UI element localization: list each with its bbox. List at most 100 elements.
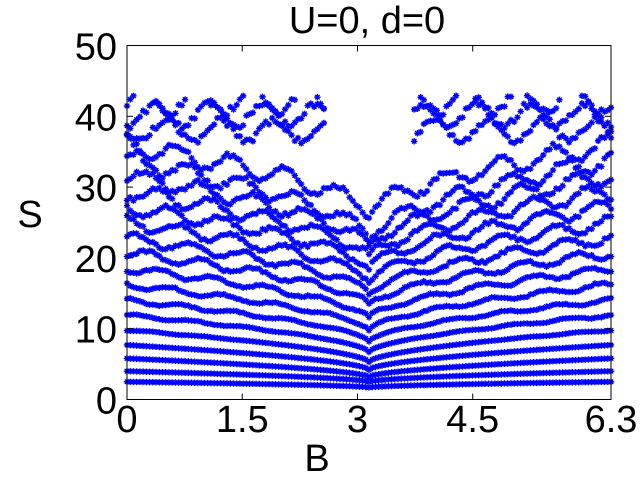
data-point	[520, 379, 528, 387]
data-point	[223, 150, 231, 157]
data-point	[507, 93, 515, 100]
data-point	[143, 368, 150, 375]
data-point	[246, 230, 253, 238]
data-point	[504, 294, 511, 302]
data-point	[556, 221, 563, 229]
data-point	[588, 315, 595, 322]
data-point	[540, 196, 547, 204]
data-point	[401, 238, 408, 245]
data-point	[252, 184, 260, 191]
data-point	[523, 176, 531, 184]
data-point	[304, 102, 311, 109]
data-point	[491, 157, 499, 165]
data-point	[423, 279, 431, 287]
data-point	[143, 328, 150, 335]
data-point	[191, 222, 198, 229]
data-point	[349, 266, 357, 273]
data-point	[349, 341, 357, 349]
data-point	[540, 358, 547, 365]
data-point	[440, 213, 447, 221]
data-point	[565, 112, 573, 119]
data-point	[294, 239, 302, 247]
data-point	[217, 252, 224, 260]
data-point	[246, 324, 253, 331]
data-point	[175, 357, 182, 365]
data-point	[359, 371, 366, 378]
data-point	[220, 348, 227, 355]
data-point	[423, 255, 431, 262]
data-point	[223, 115, 231, 122]
data-point	[352, 342, 360, 349]
data-point	[591, 355, 599, 363]
data-point	[440, 316, 447, 324]
data-point	[168, 195, 176, 202]
data-point	[501, 130, 508, 138]
data-point	[178, 220, 186, 228]
data-point	[156, 244, 163, 252]
data-point	[281, 222, 289, 230]
data-point	[581, 153, 589, 160]
data-point	[388, 259, 395, 266]
data-point	[556, 288, 563, 295]
data-point	[530, 186, 537, 193]
data-point	[452, 372, 460, 380]
y-tick-label: 50	[75, 27, 117, 69]
data-point	[404, 336, 411, 343]
data-point	[262, 362, 269, 370]
data-point	[511, 261, 518, 269]
data-point	[456, 352, 463, 360]
data-point	[365, 366, 373, 373]
data-point	[291, 330, 298, 337]
data-point	[546, 261, 553, 268]
data-point	[423, 381, 431, 389]
data-point	[201, 292, 208, 300]
data-point	[185, 204, 192, 212]
data-point	[207, 188, 215, 195]
data-point	[517, 225, 524, 232]
data-point	[198, 306, 205, 314]
data-point	[320, 119, 328, 127]
data-point	[378, 353, 386, 360]
data-point	[256, 313, 263, 321]
data-point	[252, 361, 260, 369]
data-point	[465, 380, 473, 388]
data-point	[446, 241, 453, 249]
data-point	[585, 252, 592, 260]
data-point	[414, 207, 421, 214]
data-point	[420, 190, 428, 198]
data-point	[462, 352, 469, 359]
data-point	[456, 221, 463, 228]
data-point	[565, 379, 573, 386]
data-point	[333, 375, 340, 382]
data-point	[446, 342, 453, 349]
data-point	[469, 362, 476, 370]
data-point	[285, 212, 292, 219]
data-point	[404, 300, 411, 307]
data-point	[243, 112, 250, 119]
data-point	[514, 173, 521, 180]
data-point	[294, 134, 302, 142]
data-point	[204, 218, 211, 225]
data-point	[272, 224, 279, 232]
data-point	[591, 280, 599, 287]
data-point	[159, 225, 166, 233]
data-point	[230, 152, 237, 159]
data-point	[417, 382, 424, 389]
data-point	[181, 345, 189, 352]
data-point	[585, 343, 592, 350]
data-point	[604, 327, 611, 335]
data-point	[352, 383, 360, 390]
data-point	[514, 205, 521, 212]
data-point	[485, 111, 492, 119]
data-point	[185, 219, 192, 226]
data-point	[436, 169, 444, 177]
data-point	[591, 255, 599, 262]
data-point	[133, 194, 140, 201]
data-point	[269, 340, 276, 347]
data-point	[243, 283, 250, 291]
data-point	[443, 262, 450, 270]
data-point	[207, 333, 215, 341]
data-point	[556, 120, 563, 127]
data-point	[269, 363, 276, 370]
